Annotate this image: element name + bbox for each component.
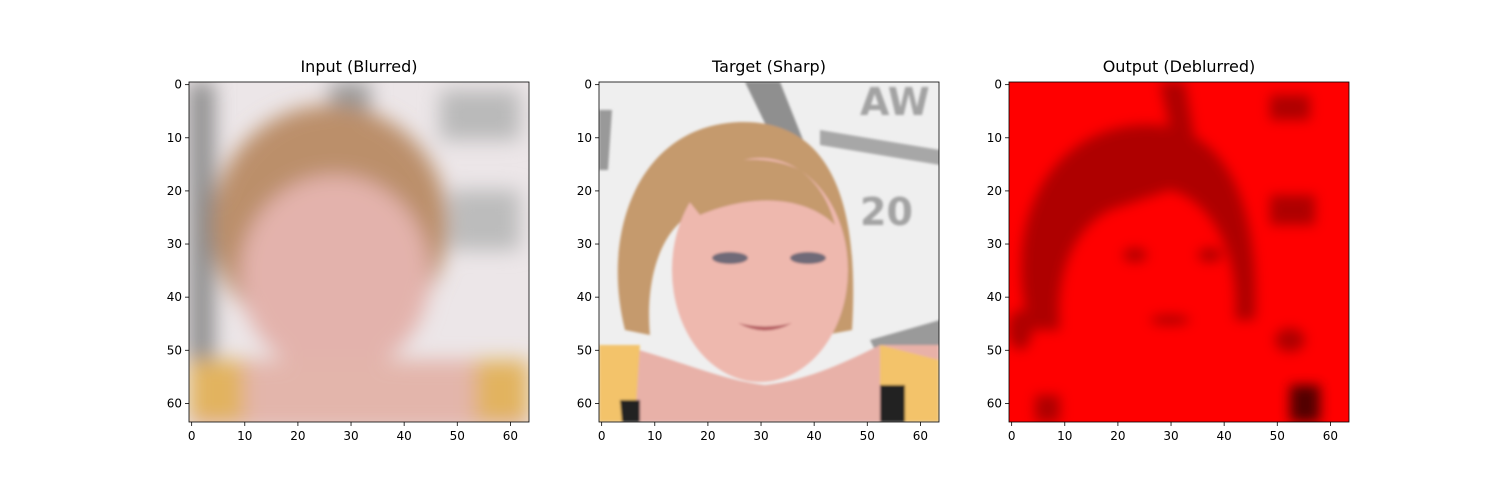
- xtick-label: 40: [397, 429, 412, 443]
- svg-text:AW: AW: [860, 80, 930, 124]
- xtick-label: 30: [753, 429, 768, 443]
- axes-frame-output: [1008, 81, 1350, 423]
- xtick-label: 60: [1323, 429, 1338, 443]
- xtick-label: 20: [290, 429, 305, 443]
- xtick-label: 30: [343, 429, 358, 443]
- xtick-label: 10: [1057, 429, 1072, 443]
- ytick-label: 40: [577, 290, 592, 304]
- xtick-label: 20: [700, 429, 715, 443]
- ytick-label: 50: [987, 343, 1002, 357]
- xtick-label: 10: [237, 429, 252, 443]
- ytick-label: 10: [577, 131, 592, 145]
- xtick-label: 60: [913, 429, 928, 443]
- panel-target: AW 20: [599, 80, 939, 422]
- xtick-label: 50: [450, 429, 465, 443]
- ytick-label: 20: [577, 184, 592, 198]
- ytick-label: 50: [167, 343, 182, 357]
- xtick-label: 0: [1008, 429, 1016, 443]
- xtick-label: 20: [1110, 429, 1125, 443]
- ytick-label: 60: [987, 396, 1002, 410]
- ytick-label: 10: [167, 131, 182, 145]
- sharp-face-image: AW 20: [599, 80, 939, 422]
- panel-input: [189, 82, 529, 422]
- ytick-label: 60: [167, 396, 182, 410]
- ytick-label: 30: [987, 237, 1002, 251]
- xtick-label: 60: [503, 429, 518, 443]
- panel-output: [1009, 82, 1349, 422]
- panel-title-input: Input (Blurred): [300, 57, 418, 76]
- xtick-label: 40: [807, 429, 822, 443]
- red-deblurred-face-image: [1009, 82, 1349, 422]
- ytick-label: 40: [987, 290, 1002, 304]
- svg-text:20: 20: [860, 190, 913, 234]
- xtick-label: 10: [647, 429, 662, 443]
- xtick-label: 0: [598, 429, 606, 443]
- ytick-label: 50: [577, 343, 592, 357]
- xtick-label: 50: [1270, 429, 1285, 443]
- xtick-label: 40: [1217, 429, 1232, 443]
- xtick-label: 50: [860, 429, 875, 443]
- panel-title-output: Output (Deblurred): [1102, 57, 1256, 76]
- axes-layer: 0 10 20 30 40 50 60 0 10 20 30 40 50 60 0 10 20 30 40 50 60 0…: [167, 78, 1350, 443]
- axes-frame-input: [188, 81, 530, 423]
- ytick-label: 40: [167, 290, 182, 304]
- ytick-label: 20: [167, 184, 182, 198]
- ytick-label: 30: [577, 237, 592, 251]
- ytick-label: 0: [584, 78, 592, 92]
- ytick-label: 10: [987, 131, 1002, 145]
- ytick-label: 0: [994, 78, 1002, 92]
- ytick-label: 60: [577, 396, 592, 410]
- xtick-label: 30: [1163, 429, 1178, 443]
- ytick-label: 0: [174, 78, 182, 92]
- ytick-label: 20: [987, 184, 1002, 198]
- blurred-face-image: [189, 82, 529, 422]
- xtick-label: 0: [188, 429, 196, 443]
- ytick-label: 30: [167, 237, 182, 251]
- panel-title-target: Target (Sharp): [712, 57, 826, 76]
- axes-frame-target: [598, 81, 940, 423]
